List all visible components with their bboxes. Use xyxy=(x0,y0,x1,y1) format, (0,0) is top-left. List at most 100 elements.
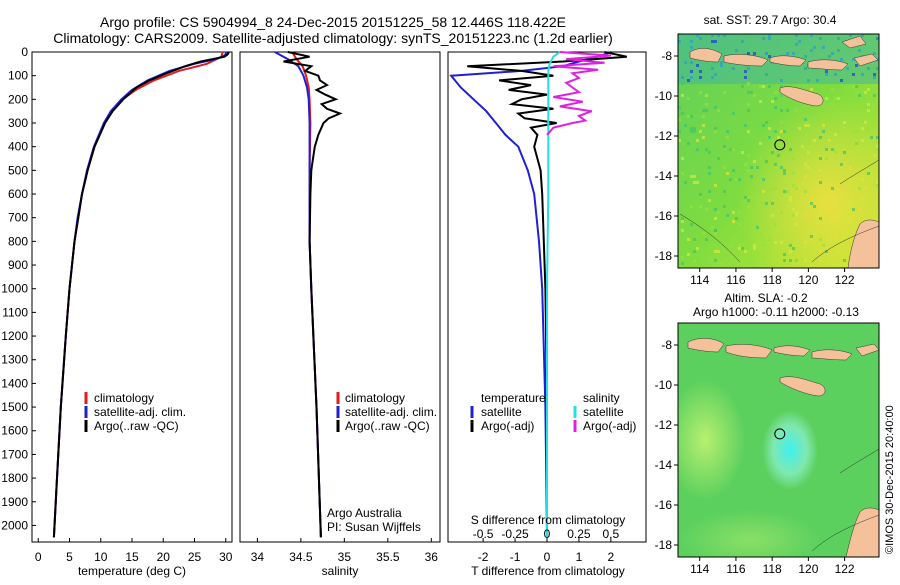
legend-label-climatology: climatology xyxy=(345,391,405,405)
depth-tick-label: 200 xyxy=(8,92,28,106)
s-difference-tick-label: 0.5 xyxy=(603,527,620,541)
salinity-xlabel: salinity xyxy=(322,564,359,578)
depth-tick-label: 400 xyxy=(8,140,28,154)
legend-title-salinity: salinity xyxy=(583,391,620,405)
depth-tick-label: 1500 xyxy=(1,400,28,414)
lon-tick-label: 122 xyxy=(835,562,855,576)
depth-tick-label: 1700 xyxy=(1,447,28,461)
depth-tick-label: 2000 xyxy=(1,518,28,532)
x-tick-label: -2 xyxy=(478,550,489,564)
depth-tick-label: 900 xyxy=(8,258,28,272)
depth-axis-ticks: 0 100 200 300 400 500 600 700 800 900 1000 1100 1200… xyxy=(1,45,36,532)
x-tick-label: 20 xyxy=(157,550,171,564)
x-tick-label: 36 xyxy=(425,550,439,564)
depth-tick-label: 1300 xyxy=(1,353,28,367)
sst-map-contours xyxy=(679,159,879,263)
s-difference-tick-label: -0.25 xyxy=(501,527,529,541)
temperature-axis-ticks: 0 5 10 15 20 25 30 xyxy=(35,538,233,564)
lon-tick-label: 120 xyxy=(798,273,818,287)
s-difference-tick-label: 0.25 xyxy=(567,527,591,541)
temperature-xlabel: temperature (deg C) xyxy=(78,564,186,578)
lon-tick-label: 114 xyxy=(690,273,709,287)
depth-tick-label: 300 xyxy=(8,116,28,130)
difference-profile-lines xyxy=(449,51,628,538)
lon-tick-label: 116 xyxy=(726,273,745,287)
series-line-1-2 xyxy=(283,51,343,538)
salinity-axis-ticks: 34 34.5 35 35.5 36 xyxy=(251,538,439,564)
sst-map-image xyxy=(678,34,879,268)
sst-map-title: sat. SST: 29.7 Argo: 30.4 xyxy=(704,13,837,27)
lon-tick-label: 114 xyxy=(690,562,709,576)
lat-tick-label: -12 xyxy=(655,129,673,143)
lat-tick-label: -16 xyxy=(655,498,673,512)
legend-label-argo: Argo(..raw -QC) xyxy=(94,419,179,433)
depth-tick-label: 1900 xyxy=(1,495,28,509)
series-line-2-3 xyxy=(546,51,611,136)
x-tick-label: 0 xyxy=(35,550,42,564)
lat-tick-label: -12 xyxy=(655,418,673,432)
lat-tick-label: -18 xyxy=(655,538,673,552)
s-difference-tick-label: 0 xyxy=(544,527,551,541)
sla-map-title: Altim. SLA: -0.2 xyxy=(724,291,808,305)
x-tick-label: 25 xyxy=(188,550,202,564)
sla-map-subtitle: Argo h1000: -0.11 h2000: -0.13 xyxy=(693,305,859,319)
depth-tick-label: 800 xyxy=(8,234,28,248)
legend-label-climatology: climatology xyxy=(94,391,154,405)
series-line-2-1 xyxy=(467,51,628,538)
depth-tick-label: 1200 xyxy=(1,329,28,343)
x-tick-label: -1 xyxy=(510,550,521,564)
lon-tick-label: 118 xyxy=(763,273,782,287)
lat-tick-label: -14 xyxy=(655,169,673,183)
lon-tick-label: 122 xyxy=(835,273,855,287)
depth-tick-label: 1400 xyxy=(1,376,28,390)
sst-map-land xyxy=(689,35,879,268)
salinity-annotation-line-1: Argo Australia xyxy=(327,506,402,520)
salinity-plot-frame xyxy=(239,51,441,543)
header-line-2: Climatology: CARS2009. Satellite-adjuste… xyxy=(53,30,613,46)
difference-axis-ticks: -2 -1 0 1 2 xyxy=(478,538,615,564)
lat-tick-label: -8 xyxy=(661,338,672,352)
legend-label-temperature-satellite: satellite xyxy=(481,405,522,419)
legend-label-temperature-argo: Argo(-adj) xyxy=(481,419,534,433)
lat-tick-label: -14 xyxy=(655,458,673,472)
x-tick-label: 34 xyxy=(251,550,265,564)
lat-tick-label: -16 xyxy=(655,209,673,223)
sla-map-image xyxy=(678,323,879,557)
x-tick-label: 15 xyxy=(125,550,139,564)
lat-tick-label: -8 xyxy=(661,49,672,63)
sst-map-frame xyxy=(677,33,880,269)
difference-panel: -2 -1 0 1 2 temperature salinity satellite A… xyxy=(447,51,647,578)
depth-tick-label: 500 xyxy=(8,163,28,177)
sla-map-lat-ticks: -8 -10 -12 -14 -16 -18 xyxy=(655,338,678,552)
legend-label-satellite: satellite-adj. clim. xyxy=(94,405,186,419)
temperature-profile-lines xyxy=(52,51,230,538)
imos-credit: ©IMOS 30-Dec-2015 20:40:00 xyxy=(884,405,896,554)
argo-location-marker xyxy=(774,428,786,440)
salinity-legend: climatology satellite-adj. clim. Argo(..… xyxy=(336,391,437,433)
sla-map-frame xyxy=(677,322,880,558)
depth-tick-label: 1100 xyxy=(2,305,28,319)
x-tick-label: 0 xyxy=(544,550,551,564)
depth-tick-label: 1800 xyxy=(1,471,28,485)
t-difference-label: T difference from climatology xyxy=(471,564,625,578)
salinity-panel: 34 34.5 35 35.5 36 climatology satellite-adj… xyxy=(239,51,441,578)
x-tick-label: 5 xyxy=(66,550,73,564)
x-tick-label: 35 xyxy=(338,550,352,564)
legend-label-salinity-argo: Argo(-adj) xyxy=(583,419,636,433)
sst-map-lon-ticks: 114 116 118 120 122 xyxy=(690,268,855,287)
temperature-legend: climatology satellite-adj. clim. Argo(..… xyxy=(84,391,186,433)
argo-location-marker xyxy=(774,139,786,151)
lat-tick-label: -18 xyxy=(655,249,673,263)
lon-tick-label: 116 xyxy=(726,562,745,576)
x-tick-label: 35.5 xyxy=(376,550,400,564)
sla-map-land xyxy=(687,338,879,557)
x-tick-label: 30 xyxy=(219,550,233,564)
legend-title-temperature: temperature xyxy=(481,391,546,405)
depth-tick-label: 1000 xyxy=(1,282,28,296)
sla-map-lon-ticks: 114 116 118 120 122 xyxy=(690,557,855,576)
depth-tick-label: 600 xyxy=(8,187,28,201)
legend-label-salinity-satellite: satellite xyxy=(583,405,624,419)
legend-label-argo: Argo(..raw -QC) xyxy=(345,419,430,433)
s-difference-tick-label: -0.5 xyxy=(473,527,494,541)
